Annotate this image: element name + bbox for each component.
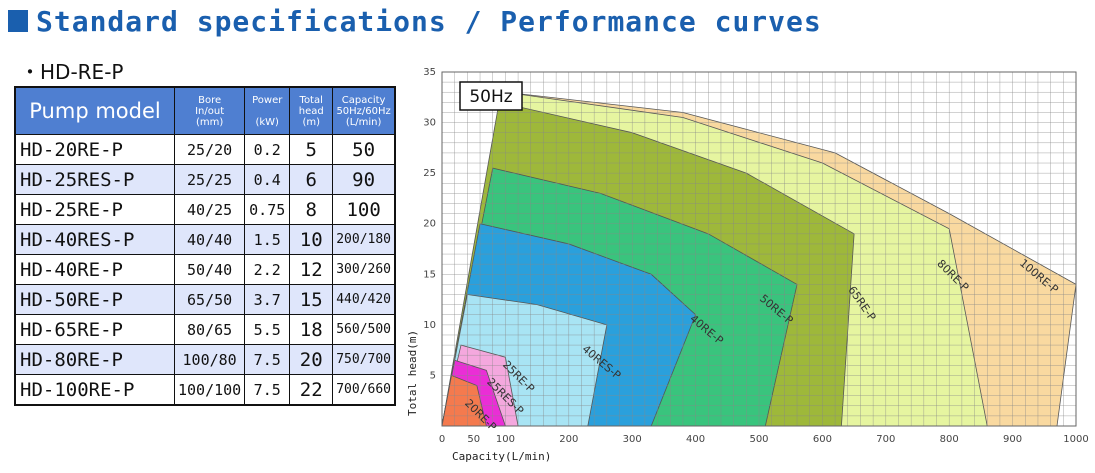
cell-model: HD-80RE-P	[14, 344, 175, 375]
cell-model: HD-100RE-P	[14, 374, 175, 406]
x-tick-label: 900	[1003, 434, 1022, 445]
cell-capacity: 750/700	[332, 344, 396, 375]
cell-bore: 40/40	[173, 224, 246, 255]
cell-power: 0.75	[244, 194, 291, 225]
cell-capacity: 90	[332, 164, 396, 195]
cell-model: HD-25RE-P	[14, 194, 175, 225]
cell-capacity: 50	[332, 134, 396, 165]
cell-power: 0.4	[244, 164, 291, 195]
cell-model: HD-65RE-P	[14, 314, 175, 345]
cell-power: 1.5	[244, 224, 291, 255]
cell-head: 6	[289, 164, 334, 195]
table-row: HD-50RE-P 65/50 3.7 15 440/420	[14, 284, 396, 315]
cell-capacity: 440/420	[332, 284, 396, 315]
cell-head: 10	[289, 224, 334, 255]
table-row: HD-40RE-P 50/40 2.2 12 300/260	[14, 254, 396, 285]
y-tick-label: 35	[423, 67, 436, 78]
plot-frame	[441, 71, 1077, 427]
cell-capacity: 560/500	[332, 314, 396, 345]
cell-head: 22	[289, 374, 334, 406]
y-tick-label: 5	[430, 370, 436, 381]
cell-capacity: 300/260	[332, 254, 396, 285]
cell-bore: 40/25	[173, 194, 246, 225]
title-square-icon	[8, 10, 28, 32]
table-row: HD-40RES-P 40/40 1.5 10 200/180	[14, 224, 396, 255]
table-row: HD-20RE-P 25/20 0.2 5 50	[14, 134, 396, 165]
cell-head: 15	[289, 284, 334, 315]
cell-head: 12	[289, 254, 334, 285]
cell-bore: 100/100	[173, 374, 246, 406]
cell-bore: 65/50	[173, 284, 246, 315]
cell-power: 7.5	[244, 374, 291, 406]
cell-model: HD-40RE-P	[14, 254, 175, 285]
cell-model: HD-20RE-P	[14, 134, 175, 165]
col-header-model: Pump model	[14, 86, 175, 135]
spec-table: Pump model Bore In/out (mm) Power (kW) T…	[14, 86, 397, 406]
cell-power: 7.5	[244, 344, 291, 375]
y-axis-label: Total head(m)	[406, 330, 419, 416]
cell-head: 5	[289, 134, 334, 165]
page-title-text: Standard specifications / Performance cu…	[36, 4, 822, 38]
x-tick-label: 500	[749, 434, 768, 445]
x-tick-label: 400	[686, 434, 705, 445]
cell-head: 8	[289, 194, 334, 225]
y-tick-label: 10	[423, 320, 436, 331]
cell-bore: 100/80	[173, 344, 246, 375]
cell-model: HD-50RE-P	[14, 284, 175, 315]
cell-capacity: 700/660	[332, 374, 396, 406]
table-row: HD-25RES-P 25/25 0.4 6 90	[14, 164, 396, 195]
cell-capacity: 200/180	[332, 224, 396, 255]
series-subtitle: ・HD-RE-P	[20, 60, 124, 84]
table-row: HD-25RE-P 40/25 0.75 8 100	[14, 194, 396, 225]
y-tick-label: 20	[423, 219, 436, 230]
x-tick-label: 200	[559, 434, 578, 445]
y-tick-label: 30	[423, 118, 436, 129]
cell-head: 18	[289, 314, 334, 345]
frequency-badge-text: 50Hz	[469, 87, 512, 107]
y-tick-label: 25	[423, 168, 436, 179]
x-tick-label: 600	[813, 434, 832, 445]
table-row: HD-100RE-P 100/100 7.5 22 700/660	[14, 374, 396, 406]
y-tick-label: 15	[423, 269, 436, 280]
spec-table-header: Pump model Bore In/out (mm) Power (kW) T…	[14, 86, 396, 135]
x-tick-label: 50	[467, 434, 480, 445]
cell-bore: 25/25	[173, 164, 246, 195]
cell-head: 20	[289, 344, 334, 375]
x-tick-label: 0	[439, 434, 445, 445]
performance-curve-chart: 100RE-P80RE-P65RE-P50RE-P40RE-P40RES-P25…	[406, 67, 1089, 463]
cell-model: HD-40RES-P	[14, 224, 175, 255]
table-row: HD-80RE-P 100/80 7.5 20 750/700	[14, 344, 396, 375]
page-title: Standard specifications / Performance cu…	[8, 4, 822, 38]
col-header-head: Total head (m)	[289, 86, 334, 135]
cell-power: 0.2	[244, 134, 291, 165]
cell-capacity: 100	[332, 194, 396, 225]
cell-bore: 25/20	[173, 134, 246, 165]
x-axis-label: Capacity(L/min)	[452, 450, 551, 463]
cell-bore: 80/65	[173, 314, 246, 345]
cell-model: HD-25RES-P	[14, 164, 175, 195]
col-header-capacity: Capacity 50Hz/60Hz (L/min)	[332, 86, 396, 135]
x-tick-label: 700	[876, 434, 895, 445]
col-header-power: Power (kW)	[244, 86, 291, 135]
x-tick-label: 1000	[1063, 434, 1088, 445]
frequency-badge	[459, 81, 523, 111]
x-tick-label: 300	[623, 434, 642, 445]
cell-bore: 50/40	[173, 254, 246, 285]
x-tick-label: 100	[496, 434, 515, 445]
cell-power: 2.2	[244, 254, 291, 285]
cell-power: 3.7	[244, 284, 291, 315]
table-row: HD-65RE-P 80/65 5.5 18 560/500	[14, 314, 396, 345]
x-tick-label: 800	[940, 434, 959, 445]
cell-power: 5.5	[244, 314, 291, 345]
col-header-bore: Bore In/out (mm)	[173, 86, 246, 135]
